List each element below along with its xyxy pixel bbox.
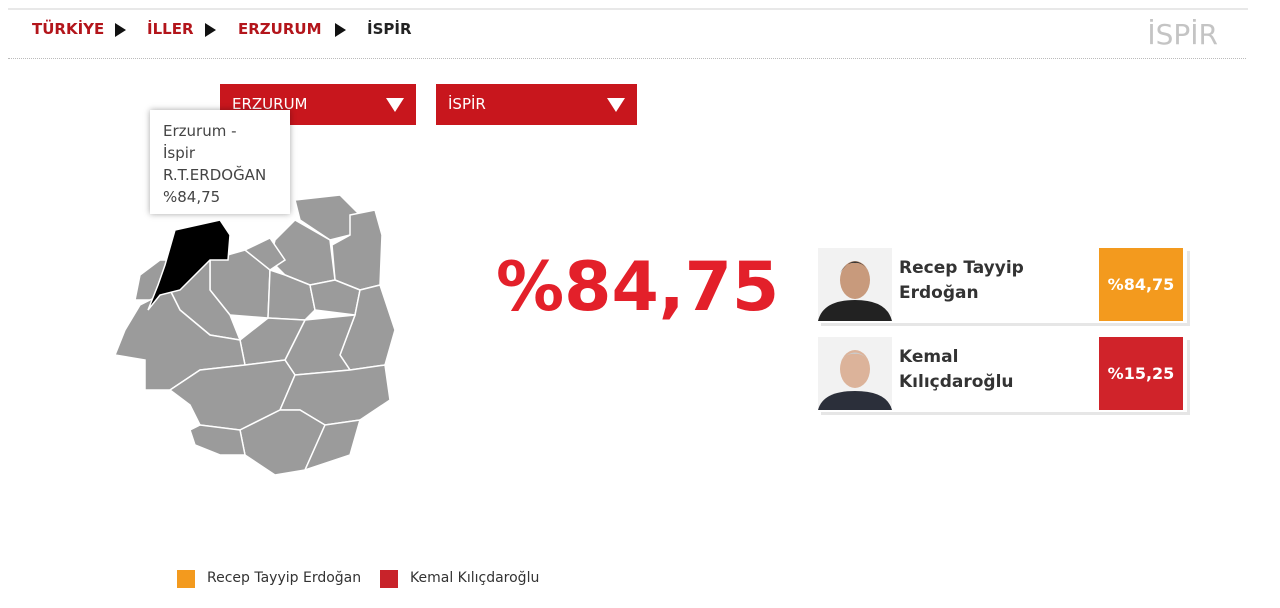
district-dropdown[interactable]: İSPİR — [436, 84, 637, 125]
breadcrumb-link[interactable]: İLLER — [147, 20, 194, 38]
candidate-card: Kemal Kılıçdaroğlu %15,25 — [818, 337, 1187, 412]
tooltip-line: R.T.ERDOĞAN — [163, 166, 267, 184]
candidate-name: Kemal Kılıçdaroğlu — [899, 347, 1014, 392]
tooltip-line: Erzurum - — [163, 122, 237, 140]
breadcrumb-arrow — [335, 23, 346, 37]
dropdown-label: ERZURUM — [232, 95, 308, 113]
dropdown-arrow — [607, 98, 625, 112]
legend-label: Kemal Kılıçdaroğlu — [410, 570, 540, 586]
dropdown-label: İSPİR — [448, 95, 486, 113]
divider — [8, 58, 1246, 59]
district-selected[interactable] — [147, 219, 231, 311]
breadcrumb-arrow — [115, 23, 126, 37]
district[interactable] — [303, 419, 362, 472]
legend-swatch — [177, 570, 195, 588]
top-border — [8, 8, 1248, 10]
district[interactable] — [189, 424, 246, 456]
candidate-card: Recep Tayyip Erdoğan %84,75 — [818, 248, 1187, 323]
tooltip-line: İspir — [163, 144, 196, 162]
legend-swatch — [380, 570, 398, 588]
legend-label: Recep Tayyip Erdoğan — [207, 570, 362, 586]
tooltip-line: %84,75 — [163, 188, 221, 206]
breadcrumb-arrow — [205, 23, 216, 37]
candidate-name: Recep Tayyip Erdoğan — [899, 258, 1024, 303]
candidate-percent: %15,25 — [1099, 337, 1183, 410]
candidate-percent: %84,75 — [1099, 248, 1183, 321]
page-title: İSPİR — [1147, 18, 1218, 51]
breadcrumb-current: İSPİR — [367, 20, 412, 38]
district-map — [113, 194, 396, 476]
district[interactable] — [294, 194, 361, 241]
breadcrumb-link[interactable]: ERZURUM — [238, 20, 322, 38]
candidate-photo — [818, 337, 892, 410]
candidate-photo — [818, 248, 892, 321]
map-tooltip: Erzurum - İspir R.T.ERDOĞAN %84,75 — [150, 110, 290, 214]
dropdown-arrow — [386, 98, 404, 112]
winner-percent: %84,75 — [496, 248, 780, 327]
breadcrumb-link[interactable]: TÜRKİYE — [32, 20, 105, 38]
